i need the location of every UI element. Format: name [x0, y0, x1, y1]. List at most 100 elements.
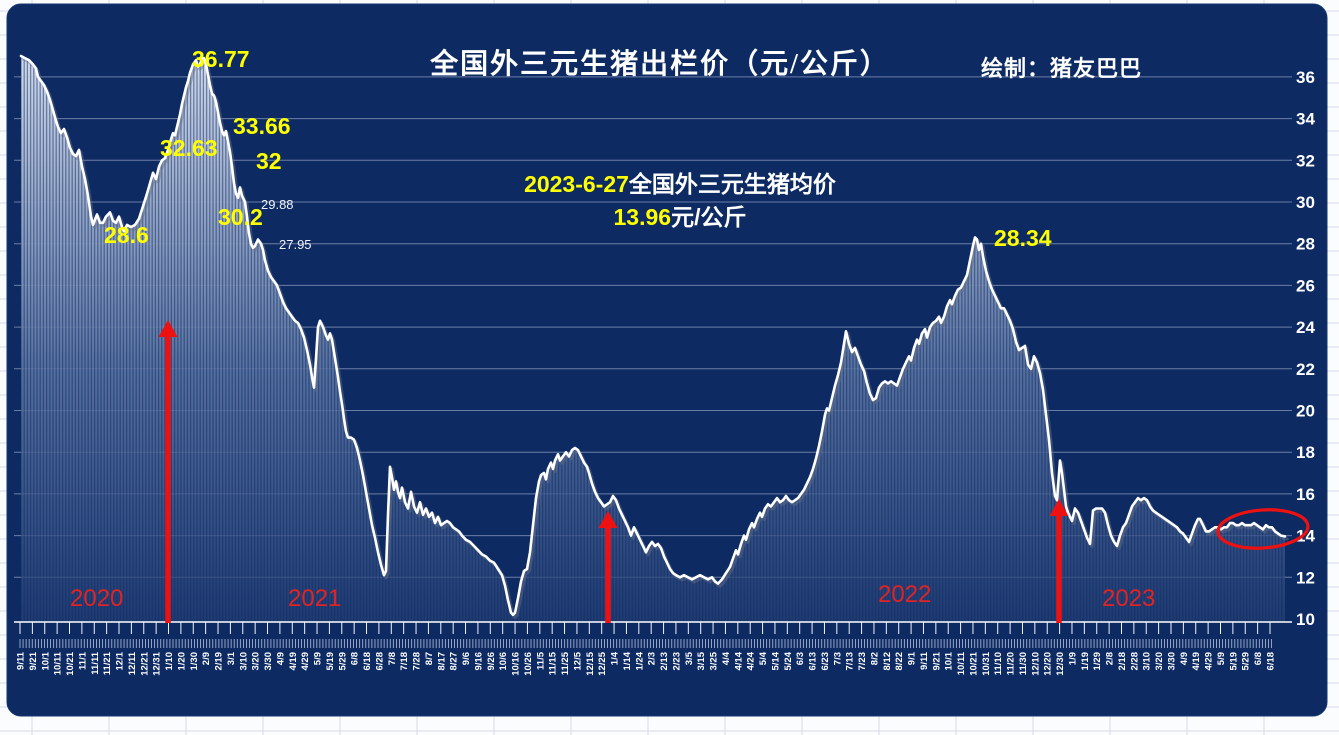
red-arrow-marker-1	[158, 320, 178, 623]
y-tick-label-30: 30	[1296, 193, 1315, 212]
x-tick-label: 6/8	[1253, 652, 1264, 665]
x-tick-label: 7/8	[387, 652, 398, 665]
x-tick-label: 6/28	[374, 652, 385, 671]
x-tick-label: 2/23	[671, 652, 682, 671]
x-tick-label: 1/9	[1068, 652, 1079, 665]
x-tick-label: 1/10	[164, 652, 175, 671]
x-tick-label: 3/10	[238, 652, 249, 671]
x-tick-label: 12/25	[597, 651, 608, 675]
x-tick-label: 12/31	[152, 651, 163, 675]
y-tick-label-10: 10	[1296, 610, 1315, 629]
y-tick-label-22: 22	[1296, 360, 1315, 379]
x-tick-label: 4/9	[275, 652, 286, 665]
x-tick-label: 5/14	[771, 651, 782, 670]
x-tick-label: 9/1	[907, 651, 918, 665]
x-axis-date-labels: 9/11 9/21 10/1 10/11 10/21 11/1 11/11 11/21 12/1…	[16, 651, 1277, 675]
y-tick-label-36: 36	[1296, 68, 1315, 87]
x-tick-label: 11/10	[993, 652, 1004, 675]
y-tick-label-14: 14	[1296, 527, 1315, 546]
price-line	[19, 54, 1287, 617]
x-tick-label: 11/25	[560, 651, 571, 675]
x-tick-label: 2/3	[647, 652, 658, 665]
red-arrow-marker-3	[1049, 499, 1069, 623]
x-tick-label: 10/11	[53, 651, 64, 675]
x-tick-label: 9/11	[16, 651, 27, 670]
x-tick-label: 5/29	[1241, 652, 1252, 671]
x-tick-label: 10/1	[40, 651, 51, 670]
x-tick-label: 6/8	[350, 652, 361, 665]
price-area-fill	[21, 56, 1285, 622]
x-tick-label: 8/7	[424, 652, 435, 665]
x-tick-label: 9/16	[473, 652, 484, 671]
x-tick-label: 8/22	[894, 652, 905, 671]
x-tick-label: 1/20	[176, 652, 187, 671]
x-tick-label: 2/18	[1117, 652, 1128, 671]
x-tick-label: 3/5	[684, 651, 695, 665]
y-tick-label-16: 16	[1296, 485, 1315, 504]
red-arrow-marker-2	[598, 511, 618, 623]
y-tick-label-28: 28	[1296, 235, 1315, 254]
x-tick-label: 8/2	[870, 652, 881, 665]
x-tick-label: 10/21	[65, 651, 76, 675]
y-tick-label-18: 18	[1296, 443, 1315, 462]
x-tick-label: 3/1	[226, 651, 237, 665]
x-tick-label: 12/15	[585, 651, 596, 675]
x-tick-label: 7/28	[412, 652, 423, 671]
x-tick-label: 5/24	[783, 651, 794, 670]
x-tick-label: 2/19	[214, 652, 225, 671]
x-tick-label: 12/10	[1030, 652, 1041, 676]
x-tick-label: 8/17	[436, 652, 447, 671]
x-tick-label: 5/9	[313, 652, 324, 665]
x-tick-label: 12/5	[572, 651, 583, 670]
x-tick-label: 11/5	[535, 651, 546, 670]
x-tick-label: 4/4	[721, 651, 732, 665]
x-tick-label: 9/6	[461, 652, 472, 665]
x-tick-label: 5/29	[337, 652, 348, 671]
y-tick-label-26: 26	[1296, 276, 1315, 295]
y-tick-label-34: 34	[1296, 110, 1315, 129]
x-tick-label: 1/19	[1080, 652, 1091, 671]
x-tick-label: 6/13	[808, 652, 819, 671]
x-tick-label: 3/30	[263, 652, 274, 671]
x-tick-label: 10/31	[981, 651, 992, 675]
x-tick-label: 1/30	[189, 652, 200, 671]
y-tick-label-32: 32	[1296, 151, 1315, 170]
x-tick-label: 3/10	[1142, 652, 1153, 671]
x-tick-label: 7/3	[832, 652, 843, 665]
x-tick-label: 4/29	[1204, 652, 1215, 671]
x-tick-label: 8/27	[449, 652, 460, 671]
x-tick-label: 9/11	[919, 651, 930, 670]
x-tick-label: 8/12	[882, 652, 893, 671]
x-tick-label: 6/23	[820, 652, 831, 671]
x-tick-label: 3/20	[1154, 652, 1165, 671]
x-tick-label: 9/26	[486, 652, 497, 671]
x-tick-label: 12/20	[1043, 652, 1054, 676]
x-tick-label: 4/9	[1179, 652, 1190, 665]
x-tick-label: 3/15	[696, 651, 707, 670]
x-tick-label: 2/28	[1129, 652, 1140, 671]
x-tick-label: 1/4	[610, 651, 621, 665]
x-tick-label: 6/3	[795, 652, 806, 665]
x-tick-label: 11/21	[102, 651, 113, 675]
x-tick-label: 5/9	[1216, 652, 1227, 665]
x-tick-label: 3/20	[251, 652, 262, 671]
x-tick-label: 5/4	[758, 651, 769, 665]
x-tick-label: 10/21	[969, 651, 980, 675]
x-tick-label: 2/8	[1105, 652, 1116, 665]
x-tick-label: 4/24	[746, 651, 757, 670]
x-tick-label: 11/30	[1018, 652, 1029, 675]
x-tick-label: 4/19	[1191, 652, 1202, 671]
x-tick-label: 4/14	[733, 651, 744, 670]
x-tick-label: 10/26	[523, 652, 534, 676]
x-tick-label: 11/1	[77, 651, 88, 670]
x-tick-label: 1/29	[1092, 652, 1103, 671]
y-tick-label-12: 12	[1296, 568, 1315, 587]
x-tick-label: 4/19	[288, 652, 299, 671]
x-tick-label: 3/25	[709, 651, 720, 670]
x-tick-label: 3/30	[1167, 652, 1178, 671]
x-tick-label: 5/19	[325, 652, 336, 671]
x-tick-label: 2/13	[659, 652, 670, 671]
x-tick-label: 10/16	[511, 652, 522, 676]
